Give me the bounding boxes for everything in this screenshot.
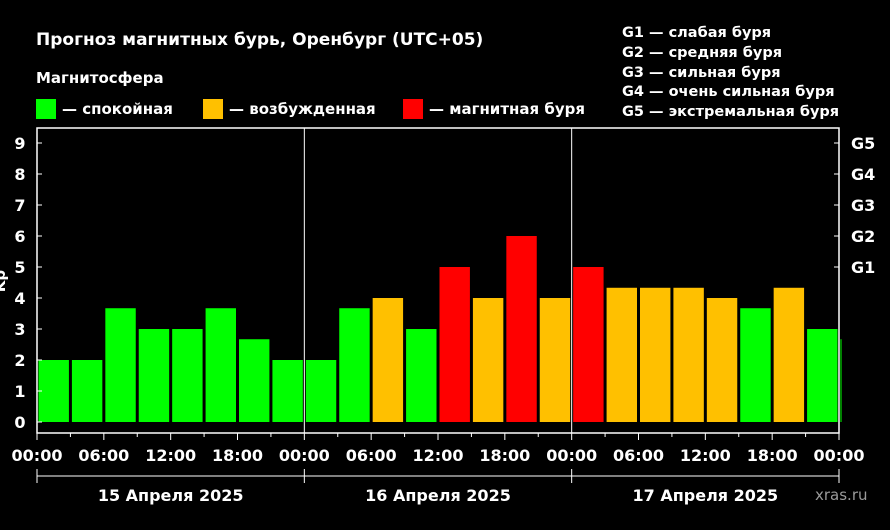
kp-bar xyxy=(239,339,270,422)
kp-bar xyxy=(71,360,103,422)
legend-item-unsettled: — возбужденная xyxy=(203,98,376,120)
x-tick-label: 18:00 xyxy=(212,446,263,465)
kp-bar xyxy=(740,308,771,422)
kp-bar xyxy=(172,329,203,422)
g-scale-item: G1 — слабая буря xyxy=(622,25,772,41)
kp-bar xyxy=(807,329,838,422)
kp-bar xyxy=(105,308,136,422)
kp-bar xyxy=(305,360,337,422)
g-scale-item: G2 — средняя буря xyxy=(622,44,783,61)
g-level-label: G3 xyxy=(851,196,875,215)
legend-heading: Магнитосфера xyxy=(36,69,164,87)
x-tick-label: 18:00 xyxy=(479,446,530,465)
y-tick-label: 4 xyxy=(14,289,25,308)
day-label: 17 Апреля 2025 xyxy=(632,486,778,505)
x-tick-label: 00:00 xyxy=(814,446,865,465)
kp-bar xyxy=(506,236,537,422)
kp-bar xyxy=(673,287,704,422)
kp-bar xyxy=(339,308,370,422)
day-label: 16 Апреля 2025 xyxy=(365,486,511,505)
x-tick-label: 06:00 xyxy=(613,446,664,465)
legend-swatch-storm xyxy=(403,99,423,119)
g-level-label: G5 xyxy=(851,134,875,153)
y-tick-label: 2 xyxy=(14,351,25,370)
y-axis-label: Kp xyxy=(0,270,9,293)
x-tick-label: 06:00 xyxy=(78,446,129,465)
legend-swatch-quiet xyxy=(36,99,56,119)
y-tick-label: 3 xyxy=(14,320,25,339)
y-tick-label: 1 xyxy=(14,382,25,401)
legend-label-storm: — магнитная буря xyxy=(429,100,585,118)
x-tick-label: 00:00 xyxy=(546,446,597,465)
legend-swatch-unsettled xyxy=(203,99,223,119)
kp-bar xyxy=(272,360,303,422)
g-scale-legend: G1 — слабая буря G2 — средняя буря G3 — … xyxy=(622,24,839,123)
g-scale-item: G4 — очень сильная буря xyxy=(622,84,835,101)
kp-bar xyxy=(706,298,738,422)
g-scale-item: G3 — сильная буря xyxy=(622,64,781,81)
kp-bar xyxy=(406,329,437,422)
kp-bar xyxy=(840,339,842,422)
kp-bar xyxy=(372,298,404,422)
x-tick-label: 00:00 xyxy=(12,446,63,465)
x-tick-label: 12:00 xyxy=(680,446,731,465)
y-tick-label: 5 xyxy=(14,258,25,277)
y-tick-label: 8 xyxy=(14,165,25,184)
kp-bar xyxy=(573,267,604,422)
y-tick-label: 6 xyxy=(14,227,25,246)
legend-label-unsettled: — возбужденная xyxy=(229,100,376,118)
kp-bar xyxy=(640,287,671,422)
kp-bar xyxy=(472,298,504,422)
kp-bar xyxy=(539,298,571,422)
x-tick-label: 00:00 xyxy=(279,446,330,465)
g-level-label: G4 xyxy=(851,165,875,184)
legend-label-quiet: — спокойная xyxy=(62,100,173,118)
y-tick-label: 0 xyxy=(14,413,25,432)
y-tick-label: 9 xyxy=(14,134,25,153)
kp-bar xyxy=(439,267,470,422)
x-tick-label: 18:00 xyxy=(747,446,798,465)
day-label: 15 Апреля 2025 xyxy=(98,486,244,505)
g-level-label: G2 xyxy=(851,227,875,246)
kp-bar xyxy=(773,287,805,422)
kp-bar xyxy=(205,308,236,422)
g-level-label: G1 xyxy=(851,258,875,277)
kp-bar xyxy=(38,360,69,422)
x-tick-label: 12:00 xyxy=(413,446,464,465)
legend-item-storm: — магнитная буря xyxy=(403,98,585,120)
kp-bar xyxy=(138,329,170,422)
y-tick-label: 7 xyxy=(14,196,25,215)
g-scale-item: G5 — экстремальная буря xyxy=(622,104,840,121)
kp-bar xyxy=(606,287,637,422)
watermark: xras.ru xyxy=(815,486,868,504)
x-tick-label: 06:00 xyxy=(346,446,397,465)
legend-item-quiet: — спокойная xyxy=(36,98,173,120)
x-tick-label: 12:00 xyxy=(145,446,196,465)
chart-title: Прогноз магнитных бурь, Оренбург (UTC+05… xyxy=(36,30,484,50)
